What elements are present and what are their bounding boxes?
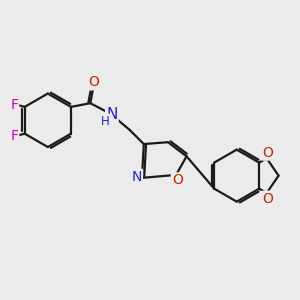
Text: O: O [88, 75, 99, 89]
Text: F: F [10, 98, 18, 112]
Text: F: F [10, 128, 18, 142]
Text: O: O [172, 173, 183, 188]
Text: O: O [262, 192, 273, 206]
Text: O: O [262, 146, 273, 160]
Text: N: N [132, 170, 142, 184]
Text: H: H [101, 115, 110, 128]
Text: N: N [106, 107, 118, 122]
